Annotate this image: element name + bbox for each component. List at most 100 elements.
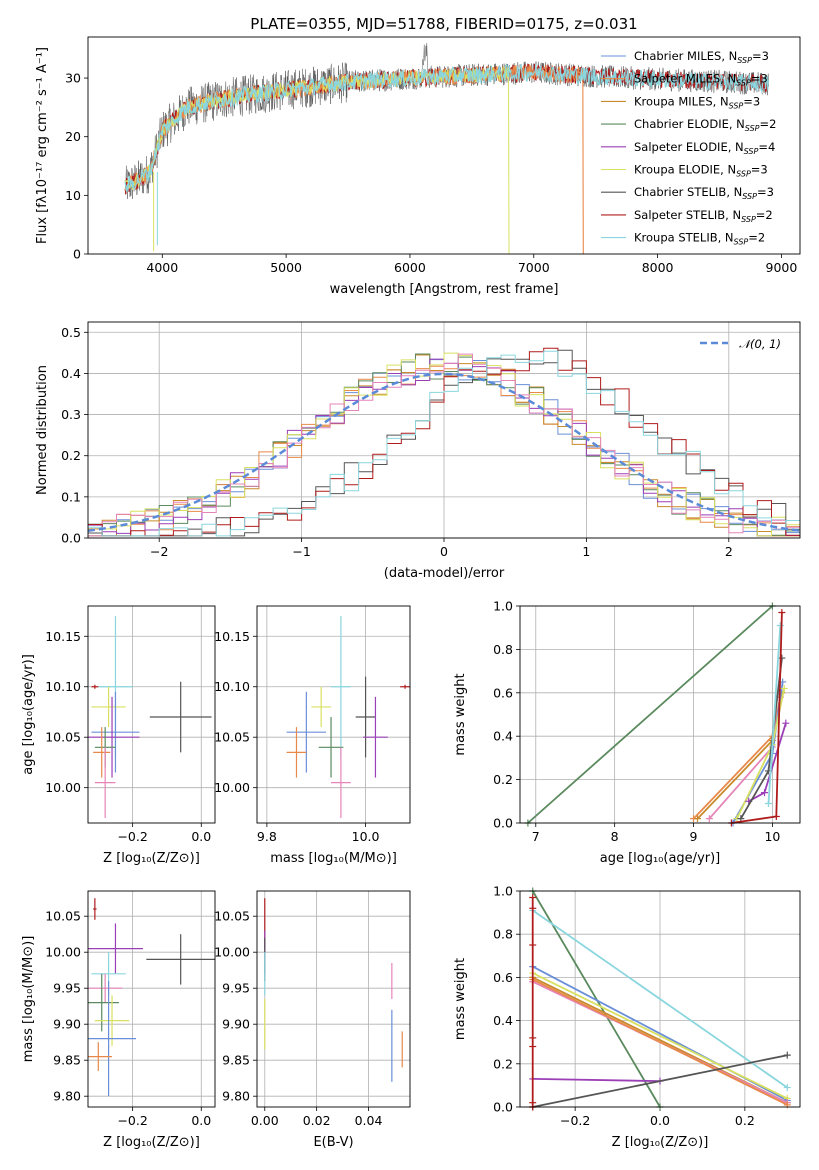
y-tick-label: 1.0 xyxy=(493,884,513,899)
data-point xyxy=(149,681,212,753)
data-point xyxy=(88,981,137,1097)
y-tick-label: 0.1 xyxy=(61,489,81,504)
x-axis-label: mass [log₁₀(M/M⊙)] xyxy=(270,851,397,866)
series-marker xyxy=(705,815,713,823)
series-line-kroupa_stelib xyxy=(767,625,782,804)
x-tick-label: 0 xyxy=(440,544,448,559)
x-tick-label: −2 xyxy=(150,544,168,559)
panel-mass-weight-vs-age: 7 8 9 10 0.0 0.2 0.4 0.6 0.8 1.0 age [log₁₀(age/yr… xyxy=(453,599,801,866)
panel-residual-histogram: −2 −1 0 1 2 0.0 0.1 0.2 0.3 0.4 0.5 (data-model)/er… xyxy=(35,321,801,581)
legend-entry: Salpeter MILES, NSSP=3 xyxy=(634,72,768,88)
y-tick-label: 0.2 xyxy=(61,448,81,463)
series-marker xyxy=(778,654,786,662)
y-tick-label: 0.2 xyxy=(493,772,513,787)
x-axis-label: wavelength [Angstrom, rest frame] xyxy=(330,282,559,297)
x-axis-label: Z [log₁₀(Z/Z⊙)] xyxy=(103,1135,200,1150)
legend-entry: 𝒩(0, 1) xyxy=(739,337,781,351)
y-axis-label: mass [log₁₀(M/M⊙)] xyxy=(21,936,36,1063)
gaussian-curve xyxy=(87,372,801,533)
y-axis-label: mass weight xyxy=(453,673,468,755)
data-point xyxy=(91,686,126,728)
panel-mass-weight-vs-Z: −0.2 0.0 0.2 0.0 0.2 0.4 0.6 0.8 1.0 Z [log₁₀(Z/Z… xyxy=(453,884,801,1150)
y-tick-label: 9.85 xyxy=(222,1053,250,1068)
x-tick-label: 0.02 xyxy=(303,1113,331,1128)
y-tick-label: 10.05 xyxy=(45,909,81,924)
y-tick-label: 9.90 xyxy=(222,1017,250,1032)
series-marker xyxy=(772,812,780,820)
y-axis-label: Normed distribution xyxy=(35,365,50,495)
data-point xyxy=(91,691,140,773)
series-line-salpeter_miles xyxy=(532,978,788,1106)
x-tick-label: −0.2 xyxy=(117,829,147,844)
legend-entry: Chabrier STELIB, NSSP=3 xyxy=(634,185,774,201)
y-tick-label: 10.05 xyxy=(45,730,81,745)
x-tick-label: 8 xyxy=(611,829,619,844)
x-axis-label: Z [log₁₀(Z/Z⊙)] xyxy=(612,1135,709,1150)
y-tick-label: 10.00 xyxy=(45,780,81,795)
axes-frame xyxy=(87,321,801,539)
x-tick-label: 9000 xyxy=(766,260,798,275)
y-tick-label: 10.00 xyxy=(45,945,81,960)
x-tick-label: −0.2 xyxy=(560,1113,590,1128)
axes-frame xyxy=(87,36,801,255)
legend-entry: Kroupa ELODIE, NSSP=3 xyxy=(634,163,768,179)
panel-mass-vs-Z: −0.2 0.0 9.80 9.85 9.90 9.95 10.00 10.05 Z [log₁… xyxy=(21,890,216,1150)
x-tick-label: 9.8 xyxy=(257,829,277,844)
x-tick-label: 9 xyxy=(690,829,698,844)
x-tick-label: 0.0 xyxy=(191,829,211,844)
y-tick-label: 10 xyxy=(65,188,81,203)
x-tick-label: 5000 xyxy=(270,260,302,275)
x-tick-label: 0.00 xyxy=(251,1113,279,1128)
histogram-pink xyxy=(88,353,800,537)
series-marker xyxy=(761,789,769,797)
x-axis-label: Z [log₁₀(Z/Z⊙)] xyxy=(103,851,200,866)
axes-frame xyxy=(519,605,801,824)
series-line-chabrier_elodie xyxy=(527,605,773,824)
y-tick-label: 9.95 xyxy=(53,981,81,996)
y-tick-label: 10.15 xyxy=(214,629,250,644)
y-tick-label: 10.00 xyxy=(214,780,250,795)
x-axis-label: (data-model)/error xyxy=(384,566,505,581)
y-tick-label: 0.6 xyxy=(493,685,513,700)
y-tick-label: 10.15 xyxy=(45,629,81,644)
data-point xyxy=(355,676,376,758)
legend-entry: Chabrier MILES, NSSP=3 xyxy=(634,49,769,65)
data-point xyxy=(286,691,327,773)
x-tick-label: 6000 xyxy=(394,260,426,275)
data-point xyxy=(331,747,351,818)
data-point xyxy=(88,973,119,1032)
series-marker xyxy=(776,622,784,630)
x-tick-label: 0.2 xyxy=(735,1113,755,1128)
panel-age-vs-Z: −0.2 0.0 10.00 10.05 10.10 10.15 Z [log₁₀(Z/Z⊙… xyxy=(21,605,216,866)
y-tick-label: 0.4 xyxy=(493,729,513,744)
data-point xyxy=(311,686,332,728)
y-tick-label: 10.00 xyxy=(214,945,250,960)
axes-frame xyxy=(87,890,216,1108)
legend-entry: Salpeter STELIB, NSSP=2 xyxy=(634,208,773,224)
data-point xyxy=(88,696,140,778)
data-point xyxy=(146,934,215,985)
data-point xyxy=(88,923,143,974)
y-tick-label: 20 xyxy=(65,129,81,144)
axes-frame xyxy=(519,890,801,1108)
legend-entry: Chabrier ELODIE, NSSP=2 xyxy=(634,117,776,133)
y-tick-label: 10.05 xyxy=(214,730,250,745)
y-tick-label: 9.80 xyxy=(53,1089,81,1104)
x-tick-label: 8000 xyxy=(642,260,674,275)
data-point xyxy=(400,684,410,689)
data-point xyxy=(286,727,307,778)
y-tick-label: 0.0 xyxy=(493,816,513,831)
y-tick-label: 10.10 xyxy=(214,679,250,694)
panel-age-vs-mass: 9.8 10.0 10.00 10.05 10.10 10.15 mass [log₁₀(M… xyxy=(214,605,411,866)
histogram-kroupa_stelib xyxy=(88,350,800,537)
axes-frame xyxy=(256,605,411,824)
x-tick-label: 0.0 xyxy=(650,1113,670,1128)
series-line-chabrier_stelib xyxy=(532,1054,788,1108)
model-spectrum-salpeter_miles xyxy=(124,64,584,254)
series-marker xyxy=(783,1084,791,1092)
y-tick-label: 9.85 xyxy=(53,1053,81,1068)
series-line-kroupa_elodie xyxy=(532,972,788,1100)
model-spectrum-kroupa_stelib xyxy=(124,63,770,192)
y-tick-label: 0.6 xyxy=(493,970,513,985)
series-line-salpeter_elodie xyxy=(532,1078,661,1082)
